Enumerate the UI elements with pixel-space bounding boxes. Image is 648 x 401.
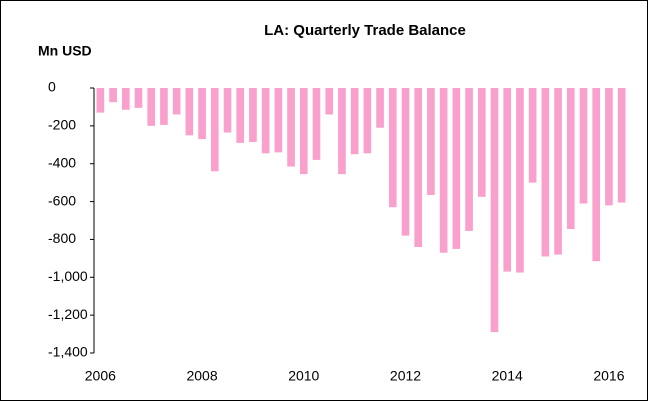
bar bbox=[134, 88, 143, 108]
x-tick-label: 2014 bbox=[492, 368, 523, 384]
y-tick-label: -200 bbox=[48, 117, 76, 133]
bar bbox=[579, 88, 588, 204]
bar bbox=[287, 88, 295, 167]
bar bbox=[198, 88, 206, 140]
y-tick-label: -1,200 bbox=[48, 306, 88, 322]
bar bbox=[388, 88, 397, 208]
bar bbox=[363, 88, 372, 154]
bar bbox=[325, 88, 334, 115]
bar bbox=[274, 88, 283, 153]
bar bbox=[121, 88, 130, 110]
bar bbox=[503, 88, 512, 272]
bar bbox=[172, 88, 181, 115]
bar bbox=[490, 88, 499, 333]
y-tick-label: 0 bbox=[48, 79, 56, 95]
bar bbox=[96, 88, 105, 113]
bar bbox=[338, 88, 346, 175]
bar bbox=[477, 88, 486, 197]
bar bbox=[541, 88, 550, 257]
bar bbox=[376, 88, 384, 128]
x-tick-label: 2008 bbox=[186, 368, 217, 384]
bar bbox=[427, 88, 435, 195]
bar bbox=[160, 88, 168, 125]
chart-title: LA: Quarterly Trade Balance bbox=[264, 22, 466, 39]
bar bbox=[452, 88, 461, 249]
y-tick-label: -400 bbox=[48, 154, 76, 170]
bar bbox=[414, 88, 423, 247]
y-axis-label: Mn USD bbox=[38, 43, 92, 59]
bar bbox=[185, 88, 194, 136]
y-tick-label: -600 bbox=[48, 192, 76, 208]
y-tick-label: -1,000 bbox=[48, 268, 88, 284]
bar bbox=[439, 88, 448, 253]
bar bbox=[605, 88, 613, 206]
y-tick-label: -1,400 bbox=[48, 344, 88, 360]
bar bbox=[223, 88, 232, 133]
x-tick-label: 2012 bbox=[390, 368, 421, 384]
bar bbox=[566, 88, 575, 230]
bar bbox=[261, 88, 270, 154]
bar bbox=[109, 88, 117, 103]
bar bbox=[249, 88, 257, 142]
y-tick-label: -800 bbox=[48, 230, 76, 246]
x-tick-label: 2010 bbox=[288, 368, 319, 384]
bar bbox=[617, 88, 626, 203]
bar bbox=[350, 88, 359, 155]
bar bbox=[299, 88, 308, 175]
bar bbox=[210, 88, 219, 172]
bar bbox=[236, 88, 245, 143]
bar bbox=[528, 88, 537, 183]
bar bbox=[592, 88, 601, 262]
bar bbox=[554, 88, 562, 255]
bar bbox=[401, 88, 410, 236]
x-tick-label: 2016 bbox=[593, 368, 624, 384]
bar bbox=[516, 88, 524, 273]
bar bbox=[465, 88, 473, 231]
bar bbox=[147, 88, 156, 126]
bar bbox=[312, 88, 321, 160]
x-tick-label: 2006 bbox=[85, 368, 116, 384]
